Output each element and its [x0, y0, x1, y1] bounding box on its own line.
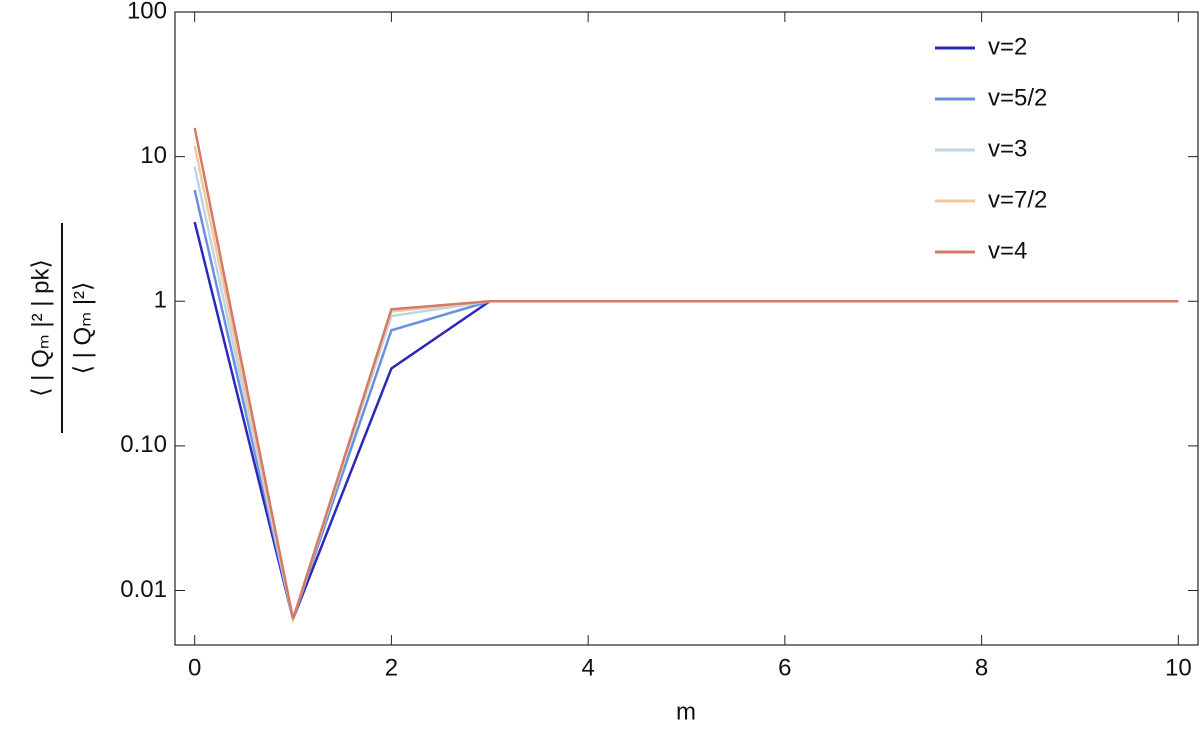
y-label-numerator: ⟨ | Qₘ |² | pk⟩	[27, 259, 54, 397]
x-axis-label: m	[676, 698, 696, 725]
y-tick-label: 1	[154, 287, 167, 314]
legend-label: v=7/2	[988, 186, 1047, 213]
y-tick-label: 0.10	[120, 431, 167, 458]
y-tick-label: 0.01	[120, 576, 167, 603]
data-line	[193, 166, 1179, 624]
x-tick-label: 8	[975, 654, 988, 681]
plot-frame	[174, 11, 1199, 646]
data-line	[193, 127, 1179, 620]
x-tick-label: 2	[385, 654, 398, 681]
y-label-denominator: ⟨ | Qₘ |²⟩	[69, 282, 96, 375]
data-line	[193, 189, 1179, 624]
data-line	[193, 145, 1179, 624]
legend-label: v=3	[988, 135, 1027, 162]
data-line	[193, 221, 1179, 624]
x-tick-label: 0	[188, 654, 201, 681]
legend-label: v=4	[988, 237, 1027, 264]
x-tick-label: 4	[581, 654, 594, 681]
x-tick-label: 10	[1165, 654, 1192, 681]
y-axis-label: ⟨ | Qₘ |² | pk⟩ ⟨ | Qₘ |²⟩	[27, 223, 96, 433]
legend-label: v=2	[988, 33, 1027, 60]
y-tick-label: 100	[127, 0, 167, 24]
legend-label: v=5/2	[988, 84, 1047, 111]
x-tick-label: 6	[778, 654, 791, 681]
y-tick-label: 10	[140, 142, 167, 169]
